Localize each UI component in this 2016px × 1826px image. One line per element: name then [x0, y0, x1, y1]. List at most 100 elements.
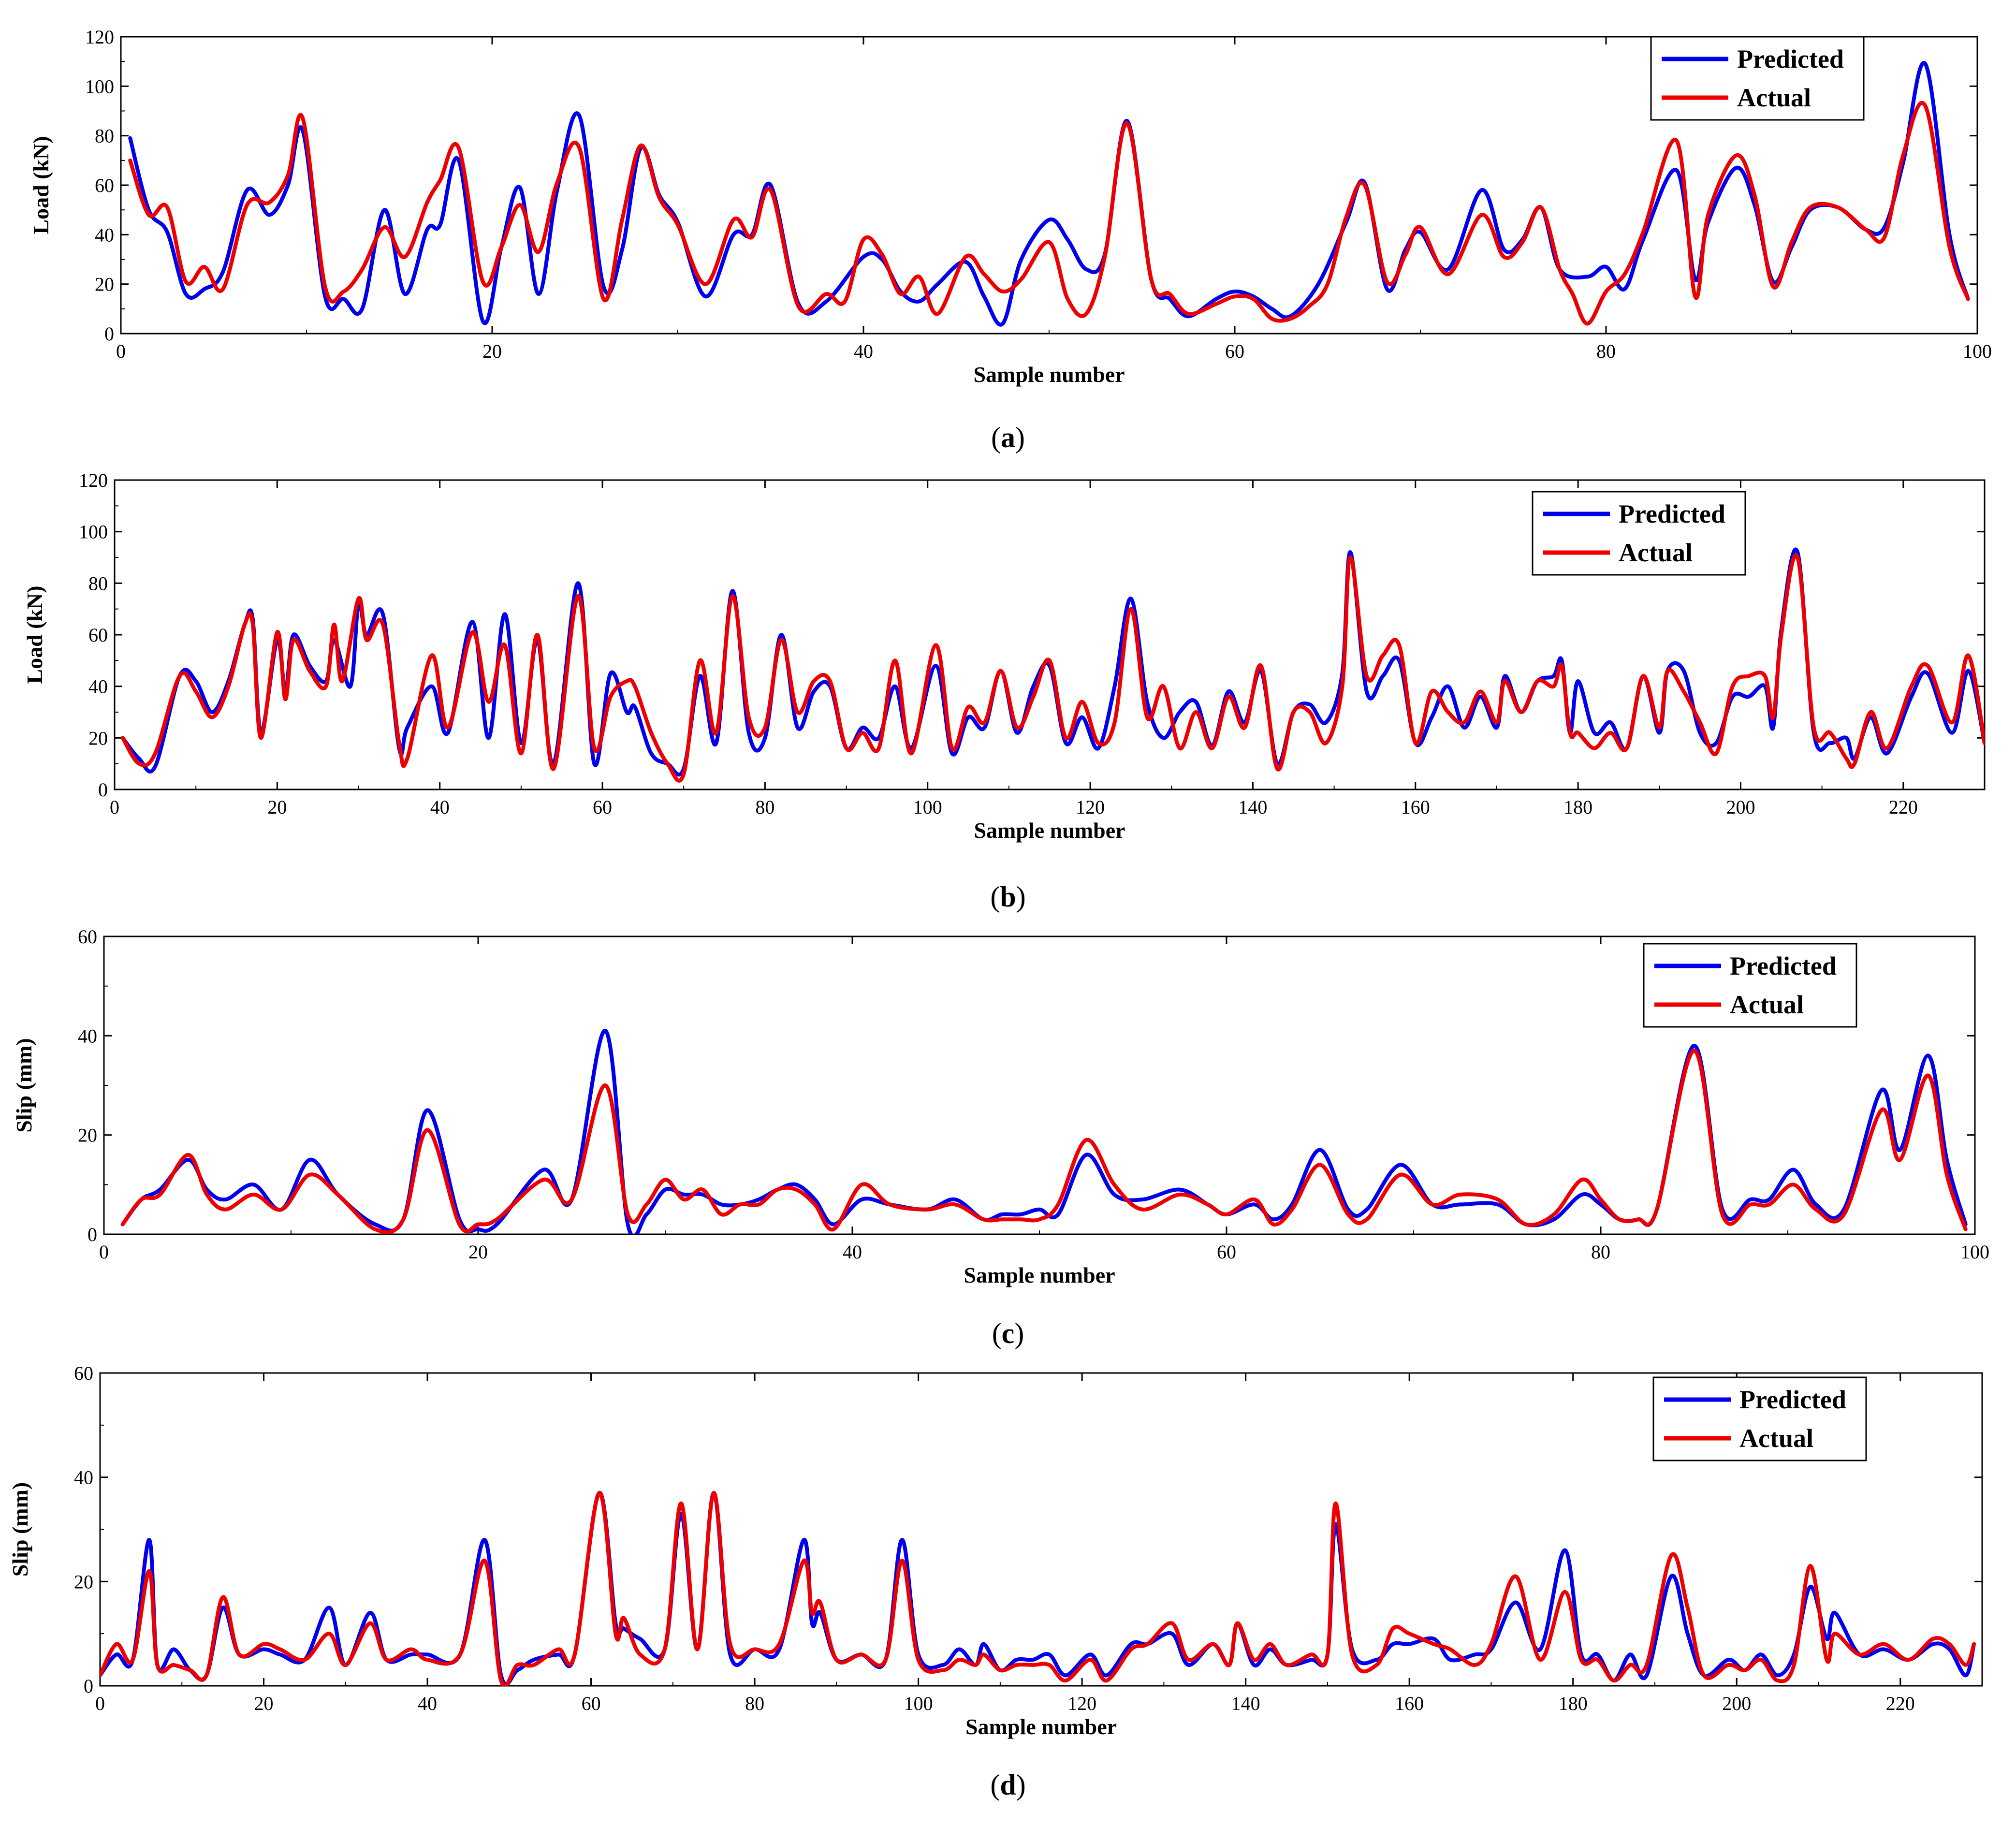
panel-label-letter: b [1000, 881, 1016, 913]
x-tick-label: 20 [482, 340, 502, 362]
x-axis-title: Sample number [974, 818, 1125, 843]
legend-label-actual: Actual [1730, 990, 1804, 1019]
x-tick-label: 220 [1886, 1693, 1915, 1714]
x-tick-label: 200 [1726, 796, 1755, 818]
y-tick-label: 100 [79, 521, 108, 543]
chart-panel-d: 0 20 40 60 80 100 120 140 160 180 200 220 0 20 40 60 Sam… [8, 1362, 1983, 1801]
x-tick-label: 100 [913, 796, 942, 818]
x-tick-label: 0 [95, 1693, 105, 1714]
x-tick-label: 60 [1225, 340, 1244, 362]
y-tick-label: 20 [88, 727, 108, 749]
series-line-actual [128, 101, 1970, 326]
y-tick-label: 0 [88, 1224, 97, 1245]
legend-box [1650, 36, 1865, 121]
y-axis-title: Slip (mm) [12, 1038, 36, 1133]
x-tick-label: 220 [1889, 796, 1918, 818]
x-tick-label: 80 [745, 1693, 764, 1714]
x-tick-label: 60 [593, 796, 612, 818]
series-line-predicted [100, 1490, 1976, 1686]
x-tick-label: 60 [1217, 1241, 1236, 1263]
x-tick-label: 180 [1559, 1693, 1588, 1714]
series-line-predicted [128, 60, 1970, 327]
x-tick-label: 80 [1596, 340, 1616, 362]
y-tick-label: 80 [88, 572, 108, 594]
panel-label-open: ( [992, 1317, 1002, 1349]
x-tick-label: 60 [582, 1693, 601, 1714]
legend-label-actual: Actual [1619, 538, 1693, 567]
series-line-predicted [120, 547, 1985, 777]
y-tick-label: 40 [88, 676, 108, 698]
x-tick-label: 180 [1563, 796, 1592, 818]
y-tick-label: 40 [78, 1025, 97, 1047]
y-tick-label: 40 [95, 224, 114, 246]
x-tick-label: 20 [468, 1241, 488, 1263]
legend-box [1532, 491, 1746, 576]
x-tick-label: 120 [1067, 1693, 1096, 1714]
panel-label: (b) [990, 881, 1025, 913]
legend-box [1652, 1376, 1867, 1461]
x-axis-title: Sample number [973, 362, 1125, 387]
x-tick-label: 100 [1963, 340, 1992, 362]
series-line-actual [120, 553, 1985, 783]
panel-label-letter: d [1000, 1769, 1016, 1801]
y-tick-label: 40 [74, 1467, 93, 1489]
panel-label: (a) [991, 422, 1025, 453]
panel-label-close: ) [1014, 1317, 1024, 1349]
legend: Predicted Actual [1643, 943, 1857, 1028]
series-line-actual [120, 1049, 1968, 1234]
y-tick-label: 120 [85, 26, 114, 48]
x-tick-label: 40 [843, 1241, 862, 1263]
y-tick-label: 60 [95, 175, 114, 196]
x-tick-label: 160 [1401, 796, 1430, 818]
x-axis-title: Sample number [964, 1263, 1115, 1287]
panel-label-letter: a [1001, 422, 1015, 453]
x-tick-label: 0 [116, 340, 126, 362]
panel-label: (d) [990, 1769, 1025, 1801]
legend-label-actual: Actual [1739, 1424, 1813, 1453]
y-tick-label: 80 [95, 125, 114, 147]
legend: Predicted Actual [1652, 1376, 1867, 1461]
y-tick-label: 20 [95, 274, 114, 295]
panel-label-close: ) [1016, 881, 1026, 913]
legend-label-actual: Actual [1737, 83, 1811, 112]
y-tick-label: 60 [78, 926, 97, 948]
y-tick-label: 0 [104, 323, 114, 345]
y-tick-label: 60 [88, 624, 108, 646]
chart-panel-c: 0 20 40 60 80 100 0 20 40 60 Sample number Slip (mm… [12, 926, 1989, 1349]
y-tick-label: 20 [74, 1571, 93, 1592]
x-tick-label: 0 [110, 796, 119, 818]
x-tick-label: 100 [1960, 1241, 1989, 1263]
legend: Predicted Actual [1532, 491, 1746, 576]
y-axis-title: Slip (mm) [8, 1482, 32, 1577]
x-tick-label: 160 [1395, 1693, 1424, 1714]
y-tick-label: 20 [78, 1125, 97, 1146]
x-tick-label: 20 [254, 1693, 274, 1714]
legend-label-predicted: Predicted [1619, 499, 1725, 528]
x-axis-title: Sample number [965, 1714, 1117, 1739]
series-line-actual [100, 1490, 1976, 1686]
x-tick-label: 120 [1076, 796, 1105, 818]
y-axis-title: Load (kN) [29, 136, 53, 234]
y-tick-label: 100 [85, 75, 114, 97]
chart-panel-b: 0 20 40 60 80 100 120 140 160 180 200 220 0 20 40 60 80 1… [22, 469, 1986, 913]
x-tick-label: 40 [430, 796, 450, 818]
x-tick-label: 40 [854, 340, 873, 362]
legend-label-predicted: Predicted [1730, 951, 1837, 980]
y-tick-label: 60 [74, 1362, 93, 1384]
y-tick-label: 0 [98, 779, 108, 801]
y-axis-title: Load (kN) [22, 585, 47, 684]
x-tick-label: 80 [755, 796, 774, 818]
panel-label-close: ) [1015, 422, 1025, 453]
chart-panel-a: 0 20 40 60 80 100 0 20 40 60 80 100 120 Sample number… [29, 26, 1992, 453]
legend-box [1643, 943, 1857, 1028]
panel-label-open: ( [990, 881, 1000, 913]
legend-label-predicted: Predicted [1737, 44, 1844, 73]
panel-label-close: ) [1016, 1769, 1026, 1801]
panel-label-open: ( [991, 422, 1001, 453]
x-tick-label: 40 [418, 1693, 437, 1714]
panel-label-letter: c [1002, 1317, 1015, 1349]
x-tick-label: 20 [267, 796, 287, 818]
x-tick-label: 200 [1722, 1693, 1751, 1714]
x-tick-label: 140 [1238, 796, 1267, 818]
